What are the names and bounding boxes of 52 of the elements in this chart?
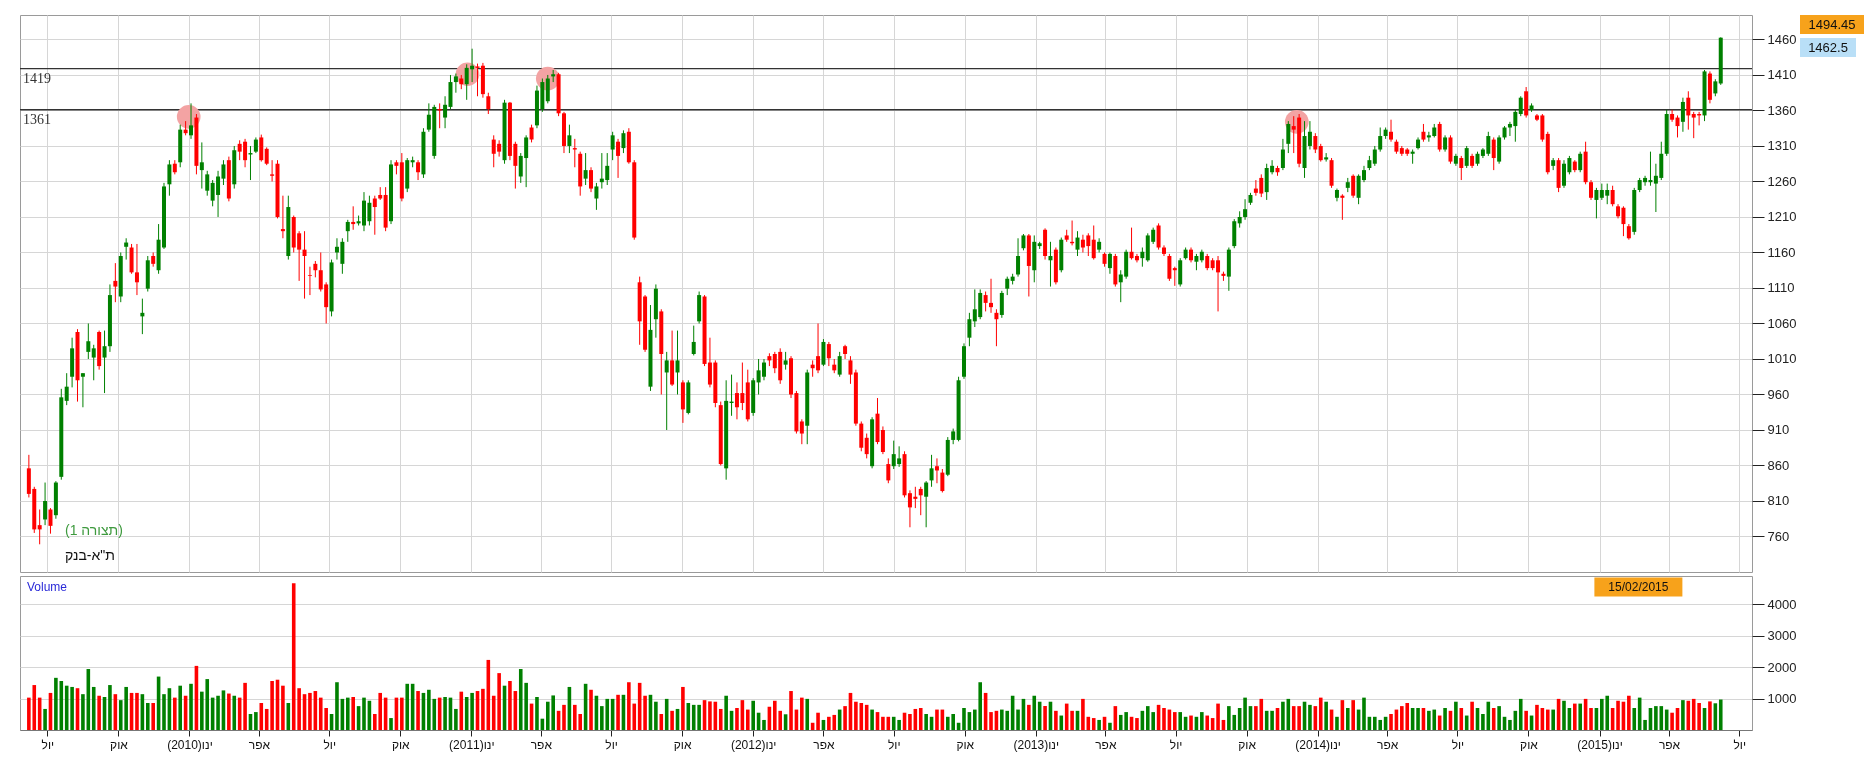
x-tick-label: אוק xyxy=(110,737,129,752)
x-tick-label: אוק xyxy=(1520,737,1539,752)
y-tick-label: 860 xyxy=(1767,457,1790,473)
x-tick-label: אפר xyxy=(1095,737,1117,752)
x-tick-label: יול xyxy=(41,737,55,752)
y-tick-label: 4000 xyxy=(1767,596,1797,612)
y-tick-label: 1010 xyxy=(1767,351,1797,367)
y-tick-label: 3000 xyxy=(1767,628,1797,644)
y-tick-label: 1000 xyxy=(1767,691,1797,707)
y-tick-label: 1460 xyxy=(1767,31,1797,47)
x-tick-label: אוק xyxy=(391,737,411,752)
x-tick-label: אוק xyxy=(1238,737,1257,752)
ref-line-label: 1361 xyxy=(23,111,51,127)
y-tick-label: 1060 xyxy=(1767,315,1797,331)
y-tick-label: 1260 xyxy=(1767,173,1797,189)
x-tick-label: (2013)ינו xyxy=(1013,737,1060,752)
y-tick-label: 1310 xyxy=(1767,138,1797,154)
x-tick-label: אפר xyxy=(248,737,271,752)
x-tick-label: אוק xyxy=(673,737,692,752)
chart-title: Volume xyxy=(27,580,68,594)
x-tick-label: אפר xyxy=(813,737,836,752)
x-tick-label: יול xyxy=(887,737,901,752)
x-tick-label: (2012)ינו xyxy=(730,737,777,752)
y-tick-label: 960 xyxy=(1767,386,1790,402)
annotation: ת"א-בנק xyxy=(65,547,115,563)
x-tick-label: יול xyxy=(1451,737,1465,752)
y-tick-label: 760 xyxy=(1767,529,1790,544)
ref-line-label: 1419 xyxy=(23,70,51,86)
y-tick-label: 1410 xyxy=(1767,67,1797,83)
x-tick-label: (2015)ינו xyxy=(1577,737,1623,752)
text: 1494.45 xyxy=(1808,16,1856,32)
x-tick-label: אפר xyxy=(530,737,553,752)
x-tick-label: יול xyxy=(1733,737,1747,752)
y-tick-label: 1210 xyxy=(1767,209,1797,225)
annotation: 15/02/2015 xyxy=(1608,580,1669,594)
x-tick-label: אפר xyxy=(1377,737,1399,752)
y-tick-label: 910 xyxy=(1767,422,1790,438)
y-tick-label: 1110 xyxy=(1767,280,1795,296)
y-tick-label: 1160 xyxy=(1767,244,1796,260)
y-tick-label: 2000 xyxy=(1767,659,1797,675)
y-tick-label: 810 xyxy=(1767,493,1790,509)
y-tick-label: 1360 xyxy=(1767,102,1797,118)
annotation: (1 תצורה) xyxy=(65,522,123,538)
x-tick-label: אפר xyxy=(1658,737,1681,752)
text: 1462.5 xyxy=(1808,39,1848,55)
x-tick-label: יול xyxy=(605,737,618,752)
x-tick-label: אוק xyxy=(956,737,975,752)
x-tick-label: (2011)ינו xyxy=(449,737,495,752)
x-tick-label: יול xyxy=(323,737,337,752)
x-tick-label: יול xyxy=(1169,737,1183,752)
x-tick-label: (2014)ינו xyxy=(1295,737,1341,752)
x-tick-label: (2010)ינו xyxy=(167,737,213,752)
